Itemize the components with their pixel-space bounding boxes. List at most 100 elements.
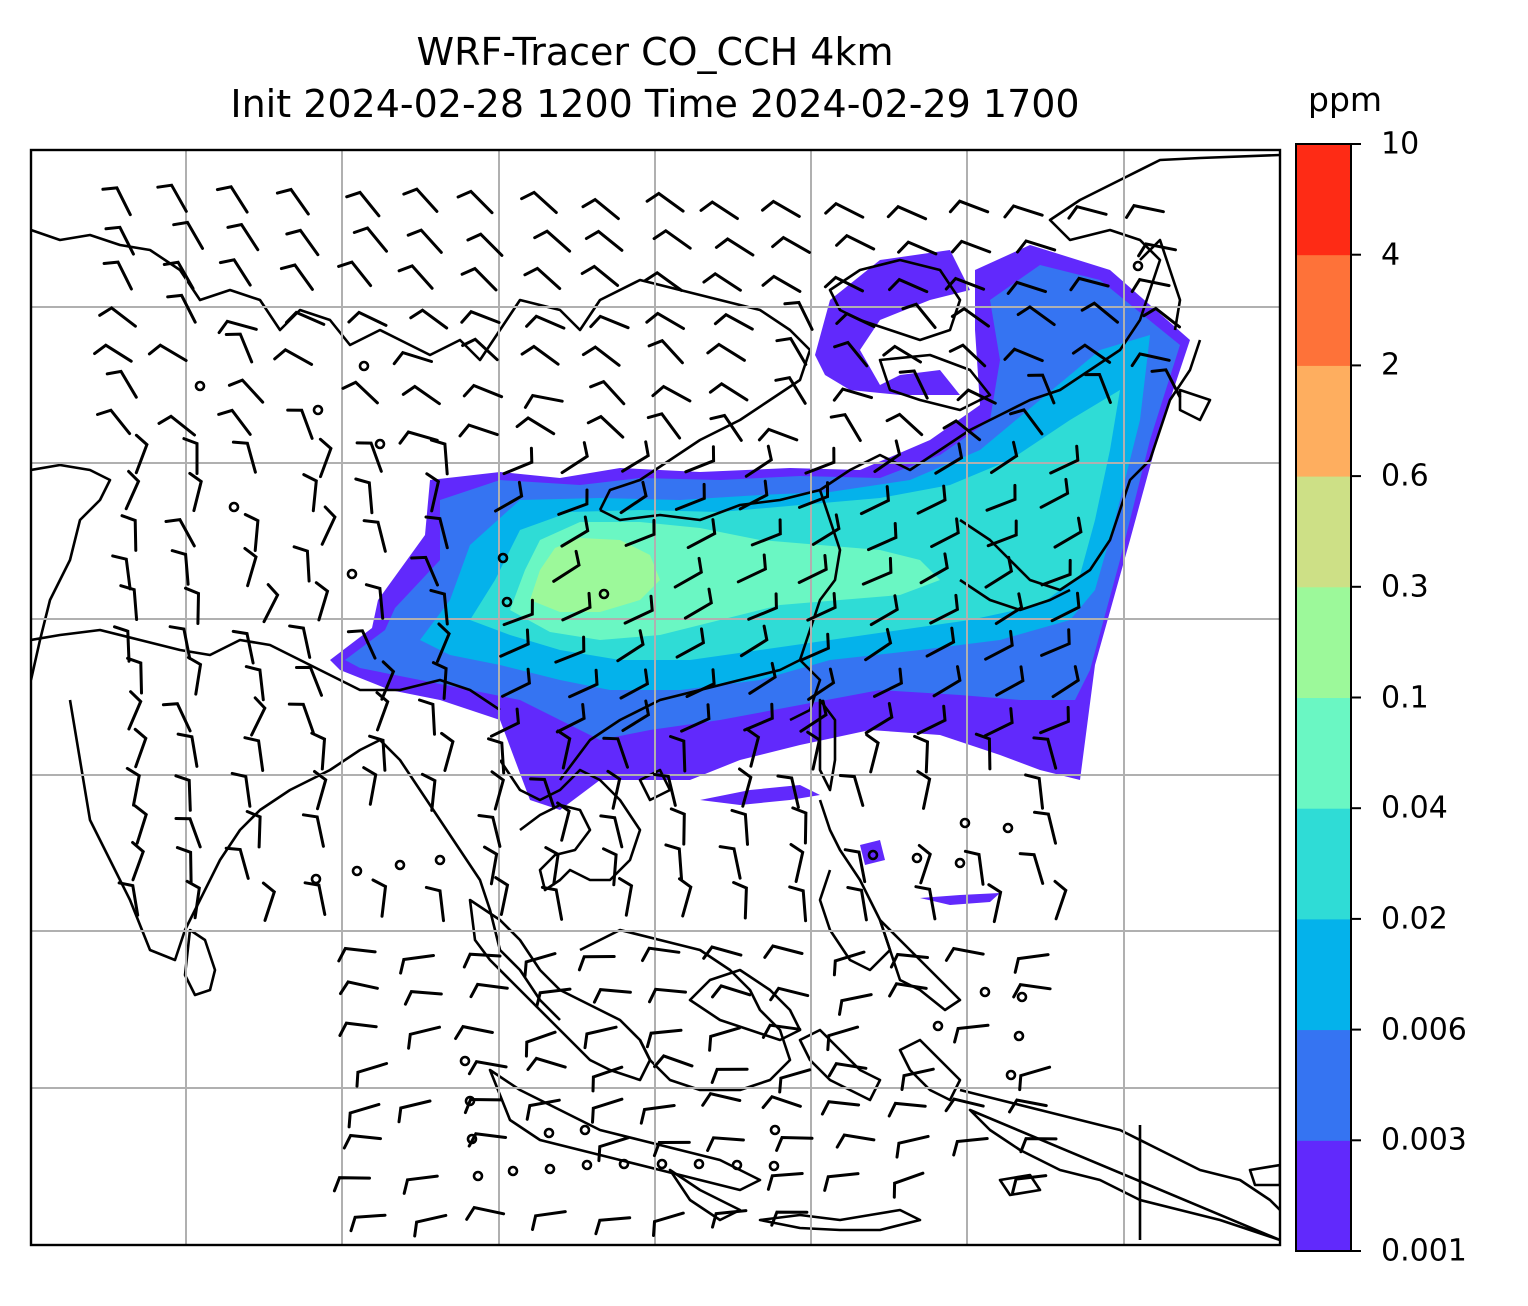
wind-barb xyxy=(287,702,315,735)
calm-wind-circle xyxy=(867,849,879,861)
colorbar-tick-label: 2 xyxy=(1381,347,1401,383)
wind-barb xyxy=(1011,1174,1048,1195)
wind-barb xyxy=(429,588,449,626)
wind-barb xyxy=(770,1210,809,1227)
wind-barb xyxy=(648,987,687,1004)
wind-barb xyxy=(186,656,203,696)
calm-wind-circle xyxy=(769,1124,781,1136)
wind-barb xyxy=(901,302,937,329)
wind-barb xyxy=(702,271,742,292)
calm-wind-circle xyxy=(768,1160,780,1172)
wind-barb xyxy=(861,556,893,586)
wind-barb xyxy=(714,237,755,257)
wind-barb xyxy=(963,849,985,886)
wind-barb xyxy=(556,801,571,842)
wind-barb xyxy=(301,813,325,848)
calm-wind-circle xyxy=(1005,1069,1017,1081)
wind-barb xyxy=(838,774,865,807)
wind-barb xyxy=(616,629,645,663)
wind-barb xyxy=(462,952,502,969)
wind-barb xyxy=(364,583,385,620)
wind-barb xyxy=(823,1172,860,1192)
wind-barb xyxy=(709,413,743,442)
wind-barb xyxy=(652,228,692,250)
wind-barb xyxy=(888,277,929,294)
wind-barb xyxy=(761,1023,802,1039)
wind-barb xyxy=(467,1059,508,1076)
wind-barb xyxy=(747,592,778,621)
wind-barb xyxy=(984,629,1014,661)
wind-barb xyxy=(806,592,837,622)
wind-barb xyxy=(1051,665,1080,699)
wind-barb xyxy=(273,347,314,366)
wind-barb xyxy=(956,388,997,405)
wind-barb xyxy=(318,437,333,479)
wind-barb xyxy=(1016,305,1056,327)
wind-barb xyxy=(224,332,254,364)
wind-barb xyxy=(313,770,328,811)
wind-barb xyxy=(463,1097,503,1115)
wind-barb xyxy=(744,444,773,478)
wind-barb xyxy=(1137,242,1177,258)
wind-barb xyxy=(352,226,388,253)
wind-barb xyxy=(557,488,589,516)
wind-barb xyxy=(644,270,683,292)
wind-barb xyxy=(589,379,626,406)
wind-barb xyxy=(362,519,387,553)
wind-barb xyxy=(262,583,280,624)
wind-barb xyxy=(119,584,139,621)
calm-wind-circle xyxy=(312,404,324,416)
wind-barb xyxy=(669,807,686,846)
colorbar-tick-label: 0.006 xyxy=(1381,1012,1467,1048)
wind-barb xyxy=(944,946,985,962)
wind-barb xyxy=(499,628,530,658)
wind-barb xyxy=(950,306,990,328)
wind-barb xyxy=(653,1054,694,1069)
calm-wind-circle xyxy=(544,1163,556,1175)
wind-barb xyxy=(540,885,564,921)
wind-barb xyxy=(215,185,249,214)
wind-barb xyxy=(168,625,192,660)
calm-wind-circle xyxy=(466,1133,478,1145)
wind-barb xyxy=(807,667,836,701)
wind-barb xyxy=(788,885,808,923)
wind-barb xyxy=(490,770,506,811)
wind-barb xyxy=(355,1062,389,1088)
wind-barb xyxy=(651,384,692,403)
gridlines xyxy=(31,150,1280,1245)
wind-barb xyxy=(346,629,377,660)
wind-barb xyxy=(354,477,374,515)
wind-barb xyxy=(339,980,379,996)
wind-barb xyxy=(1016,239,1057,254)
wind-barb xyxy=(243,513,260,552)
wind-barb xyxy=(621,440,650,473)
wind-barb xyxy=(375,691,390,732)
wind-barb xyxy=(440,731,455,772)
chart-title: WRF-Tracer CO_CCH 4km xyxy=(416,30,894,74)
colorbar-segment xyxy=(1296,808,1351,920)
calm-wind-circle xyxy=(358,360,370,372)
wind-barb xyxy=(829,413,862,442)
wind-barb xyxy=(487,737,506,775)
wind-barb xyxy=(320,505,337,546)
wind-barb xyxy=(529,777,556,810)
colorbar xyxy=(1295,143,1361,1252)
map-frame xyxy=(29,148,1282,1247)
wind-barb xyxy=(314,581,330,622)
wind-barb xyxy=(218,258,252,287)
wind-barb xyxy=(900,1067,935,1091)
wind-barb xyxy=(652,1211,685,1237)
wind-barb xyxy=(985,483,1017,512)
wind-barb xyxy=(833,340,869,368)
wind-barb xyxy=(820,1100,861,1116)
wind-barb xyxy=(102,260,133,291)
wind-barb xyxy=(133,727,148,769)
wind-barb xyxy=(341,380,379,405)
calm-wind-circle xyxy=(731,1159,743,1171)
coastlines xyxy=(31,153,1280,1242)
wind-barb xyxy=(775,336,808,366)
calm-wind-circle xyxy=(501,596,513,608)
colorbar-tick-label: 4 xyxy=(1381,237,1401,273)
wind-barb xyxy=(1125,203,1165,219)
chart-subtitle: Init 2024-02-28 1200 Time 2024-02-29 170… xyxy=(230,82,1080,126)
